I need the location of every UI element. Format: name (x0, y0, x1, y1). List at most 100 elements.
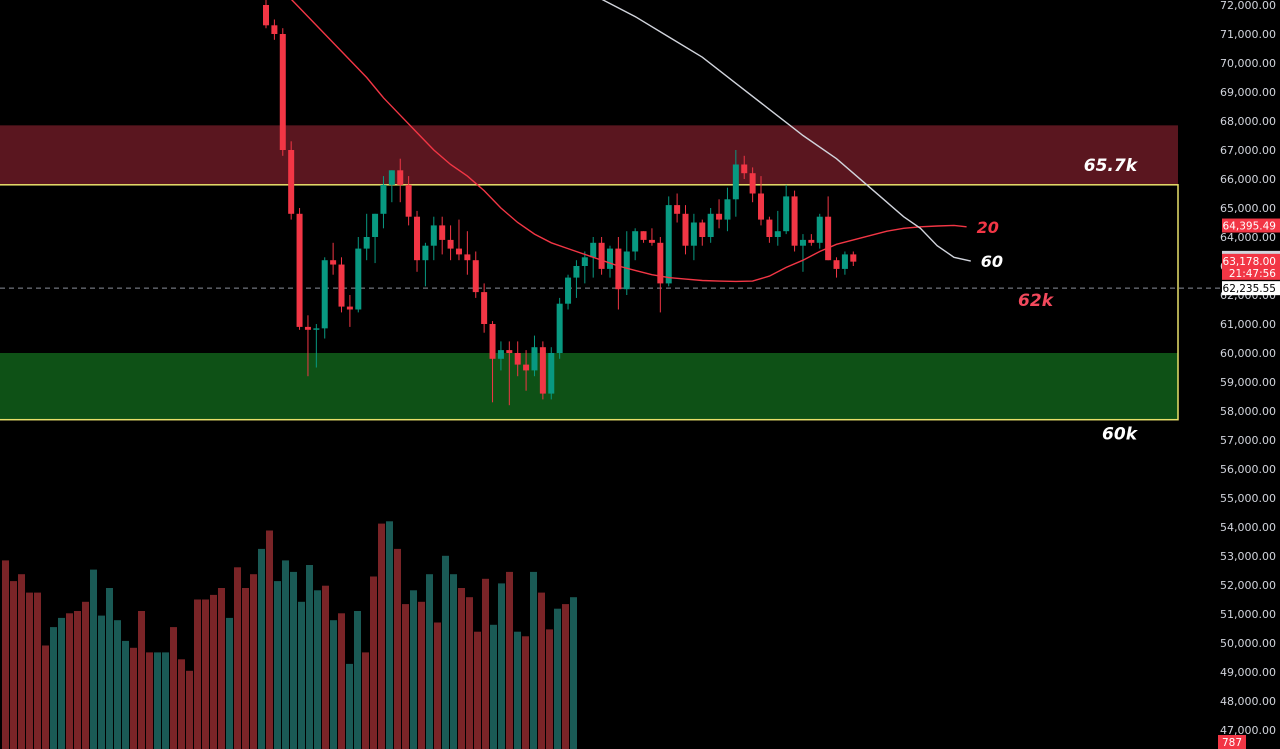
axis-tick-label: 69,000.00 (1220, 86, 1276, 99)
volume-bar (290, 571, 297, 749)
axis-tick-label: 49,000.00 (1220, 666, 1276, 679)
price-badge (1222, 281, 1280, 296)
candle (665, 196, 672, 287)
level-label: 62k (1018, 291, 1055, 311)
candle (414, 210, 421, 272)
ma-60-label: 60 (981, 252, 1003, 271)
candle (548, 347, 555, 400)
candle (472, 251, 479, 298)
candle (531, 335, 538, 377)
candle-body (330, 260, 337, 265)
candle-body (556, 303, 563, 353)
candle-body (799, 239, 806, 246)
labels-layer: 20 60 65.7k 60k 62k (977, 156, 1139, 445)
candle-body (716, 213, 723, 220)
candle-body (825, 216, 832, 261)
candle (497, 341, 504, 371)
axis-tick-label: 58,000.00 (1220, 405, 1276, 418)
candle-body (447, 239, 454, 249)
range-box (0, 184, 1179, 421)
price-badge-countdown: 21:47:56 (1229, 268, 1276, 280)
candle (523, 350, 530, 391)
candle (304, 315, 311, 377)
volume-bar (466, 597, 473, 749)
candle-body (346, 306, 353, 310)
volume-bar (106, 588, 113, 749)
ma-20-line (290, 0, 967, 283)
volume-badge-text: 787 (1222, 737, 1242, 749)
candle-body (690, 222, 697, 246)
axis-tick-label: 53,000.00 (1220, 550, 1276, 563)
ma-60-line (601, 0, 971, 262)
candle (581, 251, 588, 284)
candle (690, 213, 697, 261)
candle-body (313, 328, 320, 330)
candle (481, 283, 488, 333)
candle-body (841, 254, 848, 269)
candle-body (598, 242, 605, 269)
candle-body (338, 264, 345, 307)
candle-body (523, 364, 530, 371)
candle-body (749, 173, 756, 194)
volume-bar (298, 601, 305, 749)
candle (716, 199, 723, 229)
volume-bar (122, 640, 129, 749)
candle (321, 257, 328, 339)
candle-body (640, 231, 647, 240)
volume-bar (50, 627, 57, 749)
volume-bar (538, 592, 545, 749)
candle (363, 213, 370, 261)
volume-bar (226, 617, 233, 749)
axis-tick-label: 71,000.00 (1220, 28, 1276, 41)
candle (430, 216, 437, 261)
candle (388, 170, 395, 203)
volume-bar (2, 560, 9, 749)
candle-body (531, 347, 538, 371)
volume-bar (530, 571, 537, 749)
volume-bar (26, 592, 33, 749)
candle-body (355, 248, 362, 310)
volume-bar (178, 659, 185, 749)
candle (732, 150, 739, 217)
candle-body (581, 257, 588, 266)
candle (648, 228, 655, 246)
candle (455, 219, 462, 261)
volume-layer (2, 521, 577, 749)
candle (674, 193, 681, 223)
candle (346, 295, 353, 327)
candle-body (774, 231, 781, 237)
volume-bar (218, 588, 225, 749)
candle (355, 237, 362, 313)
volume-bar (146, 652, 153, 749)
candle (707, 208, 714, 243)
volume-bar (322, 585, 329, 749)
candle-body (304, 326, 311, 330)
volume-bar (306, 565, 313, 749)
price-axis[interactable]: 72,000.00 71,000.00 70,000.00 69,000.00 68,0… (1218, 0, 1280, 749)
volume-bar (514, 631, 521, 749)
candle (682, 205, 689, 255)
volume-bar (202, 599, 209, 749)
candle-body (430, 225, 437, 246)
axis-tick-label: 65,000.00 (1220, 202, 1276, 215)
volume-bar (362, 652, 369, 749)
axis-background (1222, 0, 1280, 749)
volume-bar (498, 583, 505, 749)
candle (464, 231, 471, 275)
volume-bar (450, 574, 457, 749)
price-badge (1222, 253, 1280, 280)
candle (783, 184, 790, 235)
candle-body (632, 231, 639, 252)
volume-bar (194, 599, 201, 749)
volume-bar (314, 590, 321, 749)
axis-tick-label: 60,000.00 (1220, 347, 1276, 360)
volume-bar (34, 592, 41, 749)
candle (288, 141, 295, 220)
volume-bar (138, 611, 145, 749)
candle-body (422, 245, 429, 261)
candle (397, 158, 404, 203)
volume-bar (90, 569, 97, 749)
candle (565, 274, 572, 310)
volume-bar (402, 604, 409, 749)
